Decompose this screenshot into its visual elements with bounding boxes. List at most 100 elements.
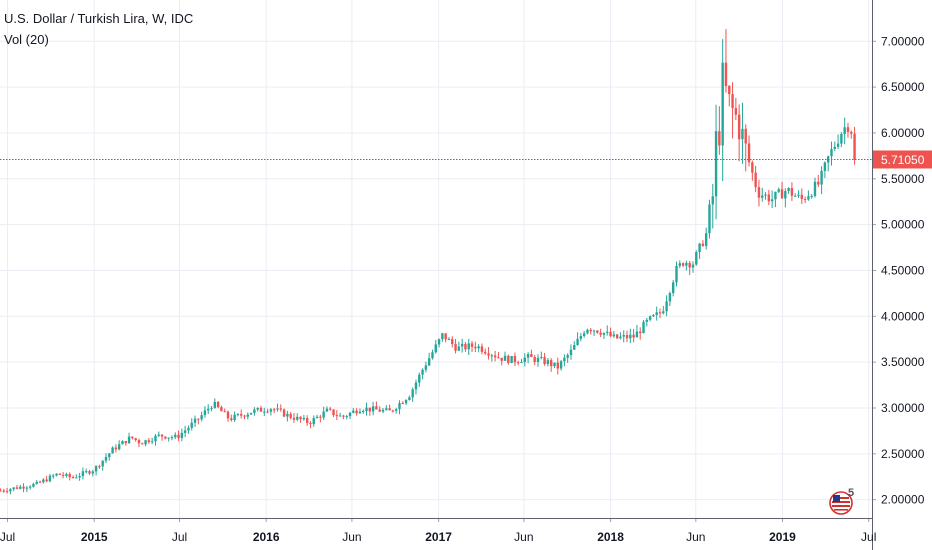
candle-body bbox=[790, 188, 794, 196]
candle-body bbox=[0, 490, 2, 492]
candle-body bbox=[563, 357, 566, 362]
candle bbox=[292, 413, 296, 423]
x-tick-label: 2016 bbox=[253, 530, 280, 544]
candle-body bbox=[487, 353, 490, 356]
candle-body bbox=[388, 408, 391, 411]
candle bbox=[635, 325, 639, 338]
candle bbox=[467, 338, 470, 355]
candle bbox=[150, 437, 154, 445]
candle-body bbox=[48, 475, 52, 482]
candle-body bbox=[223, 411, 226, 413]
candle bbox=[259, 405, 263, 412]
candle-body bbox=[737, 114, 741, 140]
candle bbox=[794, 193, 797, 197]
candle bbox=[414, 379, 418, 395]
candle-body bbox=[688, 262, 691, 268]
candle-body bbox=[385, 408, 388, 410]
candle-body bbox=[662, 311, 665, 314]
candle bbox=[9, 488, 12, 495]
candle bbox=[734, 97, 738, 121]
candle-body bbox=[240, 414, 243, 416]
candle bbox=[240, 409, 243, 419]
candle-body bbox=[15, 487, 19, 489]
candle bbox=[167, 437, 170, 442]
candle-body bbox=[566, 355, 569, 358]
candle-body bbox=[197, 418, 200, 420]
candle-body bbox=[807, 196, 810, 200]
candle bbox=[144, 439, 147, 447]
y-tick-label: 5.00000 bbox=[881, 218, 925, 232]
candle bbox=[437, 338, 441, 348]
candle bbox=[744, 124, 747, 172]
candle-body bbox=[2, 490, 5, 492]
candle bbox=[378, 406, 381, 412]
candle-body bbox=[701, 243, 705, 246]
y-tick-label: 3.00000 bbox=[881, 401, 925, 415]
time-axis[interactable]: Jul 2015 Jul 2016 Jun 2017 Jun 2018 Jun 2019 Jul bbox=[0, 518, 876, 544]
candle bbox=[688, 261, 691, 276]
candle bbox=[371, 401, 375, 416]
candle-body bbox=[78, 475, 81, 478]
candle bbox=[266, 408, 269, 414]
candle-body bbox=[810, 195, 813, 197]
candle bbox=[652, 314, 655, 318]
candle bbox=[589, 327, 592, 335]
candle-body bbox=[823, 162, 827, 171]
candle-body bbox=[457, 346, 461, 351]
candle-body bbox=[183, 430, 187, 433]
candle bbox=[269, 407, 273, 416]
candle-body bbox=[398, 403, 401, 410]
candle bbox=[421, 368, 424, 380]
candle-body bbox=[42, 479, 45, 483]
candle bbox=[543, 352, 546, 366]
candle bbox=[0, 488, 2, 492]
us-flag-icon[interactable]: 5 bbox=[828, 486, 858, 516]
candle-body bbox=[770, 199, 774, 202]
candle bbox=[263, 407, 266, 417]
candle bbox=[302, 414, 306, 421]
candle-body bbox=[523, 357, 527, 363]
candle-body bbox=[134, 438, 137, 441]
candle bbox=[256, 407, 259, 412]
candle bbox=[622, 330, 625, 343]
candle bbox=[507, 354, 510, 365]
candle bbox=[61, 472, 65, 479]
candle-body bbox=[404, 399, 408, 404]
last-price-label[interactable]: 5.71050 bbox=[881, 153, 925, 167]
candle-body bbox=[711, 196, 714, 205]
symbol-title[interactable]: U.S. Dollar / Turkish Lira, W, IDC bbox=[4, 11, 194, 26]
candle bbox=[434, 339, 437, 354]
candle bbox=[751, 160, 754, 181]
candle-body bbox=[190, 422, 193, 428]
candle-body bbox=[117, 444, 121, 450]
candle-body bbox=[817, 181, 820, 185]
candle bbox=[576, 332, 579, 346]
candle-body bbox=[108, 453, 111, 458]
candle-body bbox=[437, 339, 441, 345]
candle bbox=[177, 430, 180, 442]
candle bbox=[104, 453, 108, 464]
candle-body bbox=[635, 331, 639, 338]
candle bbox=[817, 174, 820, 188]
candle-body bbox=[757, 187, 761, 198]
candle bbox=[602, 332, 606, 339]
candle-body bbox=[378, 409, 381, 412]
candle bbox=[451, 336, 454, 348]
candle bbox=[510, 355, 513, 364]
y-tick-label: 7.00000 bbox=[881, 34, 925, 48]
candle bbox=[32, 482, 35, 488]
candle-body bbox=[833, 146, 836, 149]
candle-body bbox=[698, 243, 701, 253]
candle bbox=[612, 330, 616, 338]
candle bbox=[233, 411, 236, 423]
volume-indicator-label[interactable]: Vol (20) bbox=[4, 32, 49, 47]
candle-body bbox=[787, 188, 790, 192]
price-axis[interactable]: 2.00000 2.50000 3.00000 3.50000 4.00000 4.500… bbox=[872, 0, 925, 550]
candle-body bbox=[104, 457, 108, 461]
candle bbox=[761, 187, 764, 202]
candle bbox=[579, 333, 583, 342]
candle-body bbox=[582, 333, 586, 337]
x-tick-label: Jul bbox=[0, 530, 15, 544]
candle bbox=[117, 440, 121, 451]
